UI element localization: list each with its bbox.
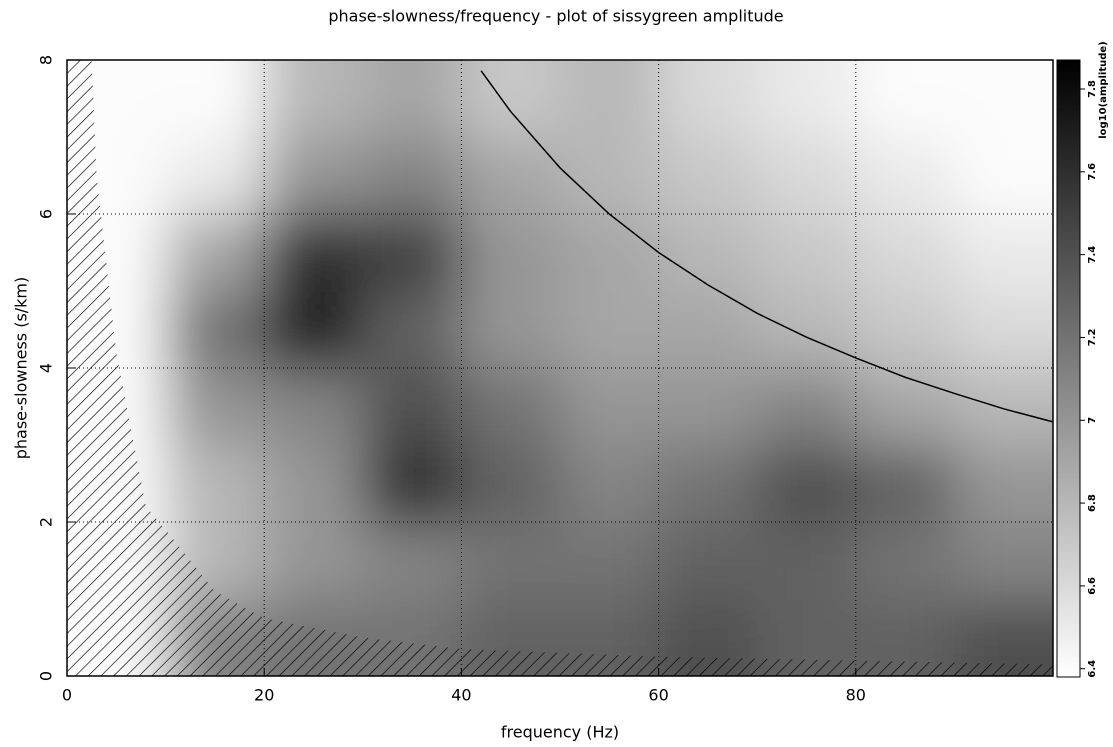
heat-cell [264, 137, 364, 215]
overlay [66, 59, 1054, 677]
heat-cell [362, 60, 463, 138]
heat-cell [658, 522, 759, 600]
x-tick-label: 80 [846, 686, 866, 705]
colorbar-tick-label: 6.8 [1087, 494, 1098, 512]
heat-cell [954, 60, 1053, 138]
curve [480, 70, 1054, 423]
colorbar-tick-label: 7.4 [1087, 246, 1098, 264]
x-tick-label: 40 [451, 686, 471, 705]
heat-cell [658, 445, 759, 523]
x-tick-label: 60 [648, 686, 668, 705]
colorbar-tick-label: 7.6 [1087, 163, 1098, 181]
heat-cell [264, 445, 364, 523]
colorbar [1056, 59, 1081, 678]
heat-cell [954, 137, 1053, 215]
heat-cell [855, 368, 956, 446]
heat-cell [165, 137, 266, 215]
heat-cell [954, 214, 1053, 292]
heat-cell [855, 214, 956, 292]
heat-cell [855, 291, 956, 369]
heat-cell [658, 214, 759, 292]
colorbar-label: log10(amplitude) [1098, 41, 1109, 139]
heat-cell [560, 445, 660, 523]
x-axis-label: frequency (Hz) [501, 723, 619, 742]
heat-cell [362, 522, 463, 600]
heat-cell [560, 522, 660, 600]
heat-cell [757, 137, 857, 215]
heat-cell [560, 291, 660, 369]
heat-cell [658, 291, 759, 369]
heat-cell [757, 214, 857, 292]
heat-cell [264, 522, 364, 600]
heat-cell [362, 291, 463, 369]
heat-cell [757, 60, 857, 138]
heat-cell [855, 445, 956, 523]
heat-cell [362, 214, 463, 292]
x-tick-label: 20 [254, 686, 274, 705]
chart-title: phase-slowness/frequency - plot of sissy… [328, 7, 783, 26]
heat-cell [560, 60, 660, 138]
heat-cell [264, 291, 364, 369]
colorbar-tick-label: 7 [1087, 417, 1098, 424]
x-tick-label: 0 [62, 686, 72, 705]
heat-cell [461, 291, 561, 369]
colorbar-tick-label: 7.2 [1087, 329, 1098, 347]
heat-cell [855, 137, 956, 215]
heat-cell [855, 522, 956, 600]
y-axis-label: phase-slowness (s/km) [12, 277, 31, 460]
heat-cell [658, 368, 759, 446]
heat-cell [757, 291, 857, 369]
y-tick-label: 2 [37, 517, 56, 527]
heat-cell [362, 445, 463, 523]
heat-cell [757, 368, 857, 446]
heat-cell [165, 60, 266, 138]
heat-cell [264, 214, 364, 292]
heat-cell [560, 368, 660, 446]
heat-cell [954, 445, 1053, 523]
heat-cell [264, 60, 364, 138]
heat-cell [757, 445, 857, 523]
colorbar-tick-label: 6.4 [1087, 660, 1098, 678]
heat-cell [560, 137, 660, 215]
heat-cell [658, 60, 759, 138]
heat-cell [461, 60, 561, 138]
heat-cell [461, 137, 561, 215]
heat-cell [855, 60, 956, 138]
heat-cell [658, 137, 759, 215]
heat-cell [954, 368, 1053, 446]
heat-cell [165, 291, 266, 369]
y-tick-label: 8 [37, 55, 56, 65]
heat-cell [954, 291, 1053, 369]
heat-cell [560, 214, 660, 292]
heat-cell [362, 137, 463, 215]
heat-cell [362, 368, 463, 446]
y-tick-label: 6 [37, 209, 56, 219]
heat-cell [461, 214, 561, 292]
heat-cell [757, 522, 857, 600]
y-tick-label: 0 [37, 671, 56, 681]
y-tick-label: 4 [37, 363, 56, 373]
heat-cell [461, 368, 561, 446]
hatch-fill [67, 60, 1053, 676]
heat-cell [954, 522, 1053, 600]
colorbar-tick-label: 6.6 [1087, 577, 1098, 595]
heat-cell [264, 368, 364, 446]
heat-cell [165, 368, 266, 446]
heat-cell [461, 445, 561, 523]
colorbar-tick-label: 7.8 [1087, 80, 1098, 98]
heat-cell [165, 214, 266, 292]
plot-frame [66, 59, 1054, 677]
heat-cell [461, 522, 561, 600]
heat-cell [165, 445, 266, 523]
